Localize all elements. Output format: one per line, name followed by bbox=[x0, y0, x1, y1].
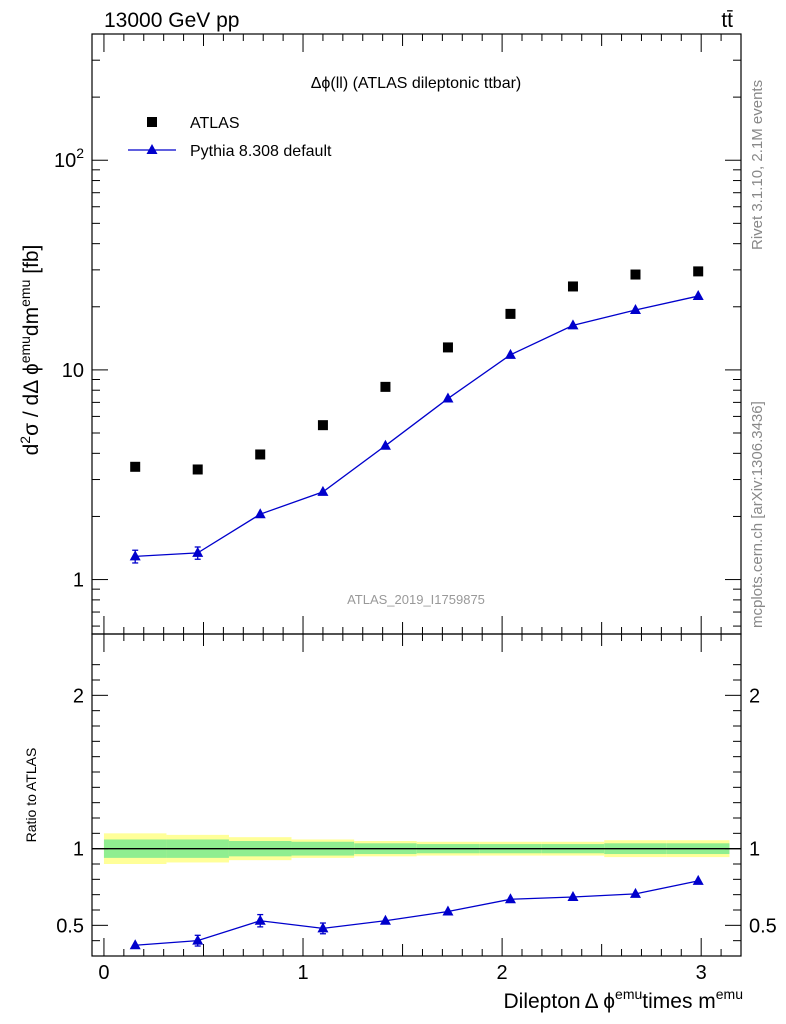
legend-marker-atlas bbox=[147, 117, 157, 127]
atlas-point bbox=[693, 266, 704, 277]
ratio-y-tick-label-right: 0.5 bbox=[749, 915, 777, 937]
pythia-point bbox=[379, 439, 391, 450]
pythia-point bbox=[442, 392, 454, 403]
pythia-point bbox=[567, 319, 579, 330]
header-right: tt̄ bbox=[721, 9, 733, 32]
mcplots-label: mcplots.cern.ch [arXiv:1306.3436] bbox=[749, 401, 766, 628]
ratio-point bbox=[629, 887, 641, 898]
atlas-point bbox=[630, 269, 641, 280]
x-tick-label: 3 bbox=[696, 962, 707, 984]
pythia-point bbox=[692, 290, 704, 301]
legend-marker-pythia bbox=[146, 144, 158, 154]
x-tick-label: 1 bbox=[297, 962, 308, 984]
atlas-point bbox=[130, 461, 141, 472]
pythia-point bbox=[504, 348, 516, 359]
y-tick-label: 102 bbox=[54, 145, 84, 172]
legend-label-atlas: ATLAS bbox=[190, 115, 240, 132]
ratio-y-tick-label: 0.5 bbox=[56, 915, 84, 937]
x-tick-label: 0 bbox=[98, 962, 109, 984]
x-axis-label: Dilepton Δ ϕemutimes memu bbox=[504, 986, 744, 1013]
y-tick-exponent: 2 bbox=[76, 145, 84, 161]
atlas-point bbox=[192, 464, 203, 475]
legend: ATLAS Pythia 8.308 default bbox=[128, 115, 332, 160]
ratio-point bbox=[504, 893, 516, 904]
legend-label-pythia: Pythia 8.308 default bbox=[190, 143, 332, 160]
pythia-point bbox=[629, 304, 641, 315]
ratio-point bbox=[129, 939, 141, 950]
pythia-point bbox=[129, 550, 141, 561]
ratio-line bbox=[135, 880, 699, 946]
atlas-point bbox=[317, 420, 328, 431]
main-title: Δϕ(ll) (ATLAS dileptonic ttbar) bbox=[311, 75, 522, 92]
atlas-point bbox=[567, 281, 578, 292]
ratio-y-tick-label-right: 2 bbox=[749, 685, 760, 707]
ratio-panel: 0 1 2 3 0.5 0.5 1 1 2 2 bbox=[56, 616, 777, 984]
ratio-y-tick-label: 2 bbox=[73, 685, 84, 707]
x-tick-label: 2 bbox=[497, 962, 508, 984]
rivet-label: Rivet 3.1.10, 2.1M events bbox=[749, 80, 766, 250]
atlas-point bbox=[505, 308, 516, 319]
main-ylabel: d2σ / dΔ ϕemudmemu [fb] bbox=[17, 245, 43, 456]
ratio-ylabel: Ratio to ATLAS bbox=[23, 748, 39, 843]
atlas-point bbox=[255, 449, 266, 460]
ratio-point bbox=[317, 922, 329, 933]
atlas-point bbox=[442, 342, 453, 353]
main-panel: 1 10 102 bbox=[54, 33, 742, 635]
watermark: ATLAS_2019_I1759875 bbox=[347, 592, 485, 607]
y-tick-label: 1 bbox=[73, 570, 84, 592]
ratio-frame bbox=[91, 633, 742, 957]
ratio-point bbox=[254, 914, 266, 925]
ratio-point bbox=[192, 934, 204, 945]
atlas-point bbox=[380, 381, 391, 392]
ratio-series bbox=[129, 874, 704, 950]
pythia-point bbox=[192, 546, 204, 557]
ratio-y-tick-label: 1 bbox=[73, 839, 84, 861]
ratio-point bbox=[442, 905, 454, 916]
ratio-y-tick-label-right: 1 bbox=[749, 839, 760, 861]
ratio-point bbox=[692, 874, 704, 885]
pythia-point bbox=[254, 508, 266, 519]
header-left: 13000 GeV pp bbox=[104, 9, 239, 32]
ratio-point bbox=[567, 890, 579, 901]
y-tick-label: 10 bbox=[62, 360, 84, 382]
pythia-point bbox=[317, 485, 329, 496]
pythia-line bbox=[135, 295, 699, 558]
ratio-point bbox=[379, 914, 391, 925]
